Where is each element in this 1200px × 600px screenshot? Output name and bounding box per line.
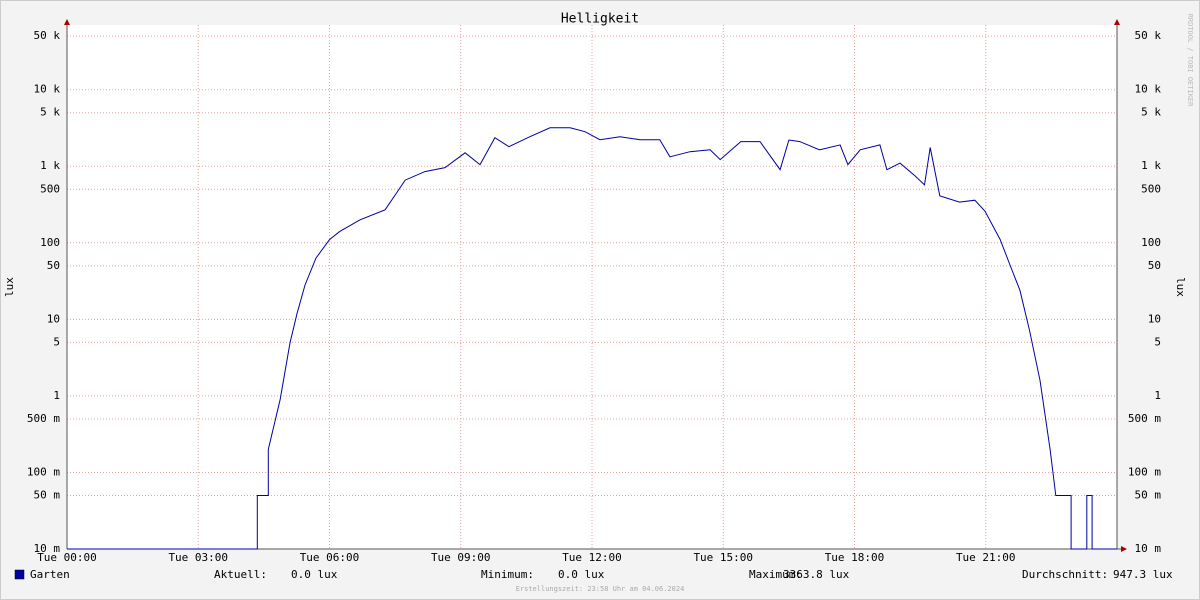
stat-value: 947.3 lux (1113, 568, 1173, 581)
y-tick-label-right: 1 (1154, 389, 1161, 402)
watermark: RRDTOOL / TOBI OETIKER (1186, 14, 1194, 108)
y-tick-label: 500 m (27, 412, 60, 425)
stat-value: 0.0 lux (558, 568, 605, 581)
y-tick-label: 50 k (34, 29, 61, 42)
stat-label: Minimum: (481, 568, 534, 581)
x-tick-label: Tue 03:00 (168, 551, 228, 564)
x-tick-label: Tue 21:00 (956, 551, 1016, 564)
axis-arrow (1121, 546, 1127, 552)
stat-label: Maximum: (749, 568, 802, 581)
y-axis-label-right: lux (1174, 277, 1187, 297)
y-tick-label-right: 10 m (1135, 542, 1162, 555)
x-tick-label: Tue 09:00 (431, 551, 491, 564)
y-tick-label-right: 500 (1141, 182, 1161, 195)
stat-value: 3363.8 lux (783, 568, 850, 581)
data-line (67, 127, 1117, 550)
y-tick-label-right: 100 m (1128, 465, 1161, 478)
y-tick-label: 10 (47, 312, 60, 325)
y-tick-label-right: 50 (1148, 259, 1161, 272)
axis-arrow (1114, 19, 1120, 25)
y-tick-label: 1 (53, 389, 60, 402)
y-tick-label-right: 100 (1141, 236, 1161, 249)
legend-swatch (14, 569, 25, 580)
legend-label: Garten (30, 568, 70, 581)
y-tick-label-right: 10 (1148, 312, 1161, 325)
stat-value: 0.0 lux (291, 568, 338, 581)
x-tick-label: Tue 06:00 (300, 551, 360, 564)
y-tick-label-right: 5 k (1141, 106, 1161, 119)
x-tick-label: Tue 00:00 (37, 551, 97, 564)
y-tick-label: 100 (40, 236, 60, 249)
y-tick-label: 100 m (27, 465, 60, 478)
y-tick-label: 1 k (40, 159, 60, 172)
y-tick-label: 5 k (40, 106, 60, 119)
footer: Erstellungszeit: 23:58 Uhr am 04.06.2024 (516, 585, 685, 593)
y-axis-label: lux (3, 277, 16, 297)
y-tick-label: 500 (40, 182, 60, 195)
y-tick-label-right: 500 m (1128, 412, 1161, 425)
axis-arrow (64, 19, 70, 25)
y-tick-label: 50 m (34, 488, 61, 501)
y-tick-label-right: 10 k (1135, 83, 1162, 96)
x-tick-label: Tue 15:00 (693, 551, 753, 564)
x-tick-label: Tue 12:00 (562, 551, 622, 564)
y-tick-label: 5 (53, 335, 60, 348)
y-tick-label: 10 m (34, 542, 61, 555)
y-tick-label: 50 (47, 259, 60, 272)
stat-label: Durchschnitt: (1022, 568, 1108, 581)
x-tick-label: Tue 18:00 (825, 551, 885, 564)
stat-label: Aktuell: (214, 568, 267, 581)
chart-title: Helligkeit (561, 12, 639, 27)
y-tick-label-right: 1 k (1141, 159, 1161, 172)
y-tick-label-right: 50 k (1135, 29, 1162, 42)
y-tick-label-right: 5 (1154, 335, 1161, 348)
y-tick-label: 10 k (34, 83, 61, 96)
y-tick-label-right: 50 m (1135, 488, 1162, 501)
